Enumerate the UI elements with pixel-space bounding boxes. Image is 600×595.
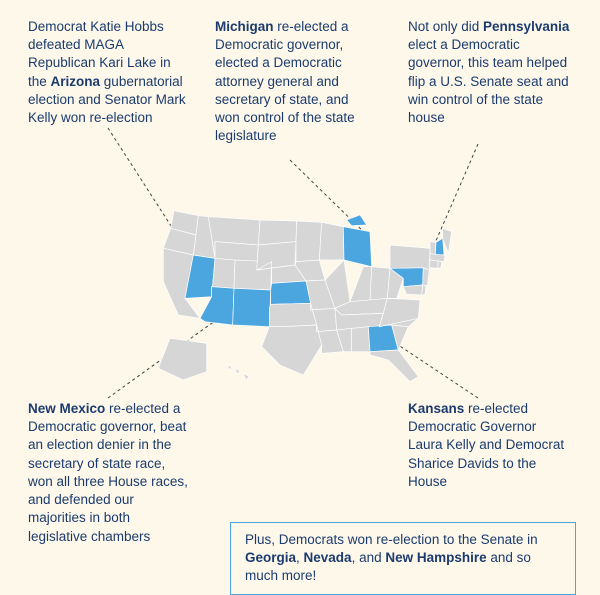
infographic-container: Democrat Katie Hobbs defeated MAGA Repub… [0,0,600,586]
footer-callout: Plus, Democrats won re-election to the S… [230,522,576,595]
state-ks [271,281,311,304]
state-mn [296,221,322,262]
state-tx [262,325,322,375]
michigan-blurb: Michigan re-elected a Democratic governo… [215,18,375,146]
state-al [352,327,370,352]
state-oh [370,267,390,302]
pennsylvania-blurb: Not only did Pennsylvania elect a Democr… [408,18,576,127]
state-vt [430,242,436,255]
state-nm [233,288,271,326]
us-map-svg [110,195,490,395]
state-nh [435,238,444,255]
state-wi [319,222,344,260]
state-de [422,285,426,295]
state-ok [269,303,316,326]
arizona-blurb: Democrat Katie Hobbs defeated MAGA Repub… [28,18,188,127]
state-nd [258,220,296,245]
state-hi [227,365,250,380]
state-nj [423,268,430,286]
state-me [443,228,452,253]
state-md [403,285,422,295]
state-ct [429,260,438,268]
state-ri [438,261,442,268]
us-map [110,195,490,400]
state-ak [158,338,206,380]
newmexico-blurb: New Mexico re-elected a Democratic gover… [28,400,188,546]
state-mi [343,215,371,267]
kansas-blurb: Kansans re-elected Democratic Governor L… [408,400,573,491]
state-ny [390,245,430,270]
state-fl [370,350,418,382]
state-in [350,267,372,302]
